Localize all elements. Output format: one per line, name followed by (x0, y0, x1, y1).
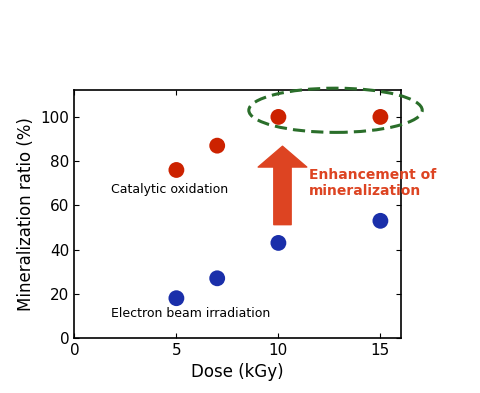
Text: Enhancement of
mineralization: Enhancement of mineralization (309, 168, 436, 198)
Point (213, 143, 221, 149)
Text: Electron beam irradiation: Electron beam irradiation (111, 307, 270, 320)
Point (275, 240, 282, 246)
Point (213, 275, 221, 281)
X-axis label: Dose (kGy): Dose (kGy) (192, 364, 284, 381)
Text: Catalytic oxidation: Catalytic oxidation (111, 184, 228, 196)
Point (173, 295, 180, 301)
Point (376, 114, 384, 120)
Point (275, 114, 282, 120)
Text: Complete mineralization: Complete mineralization (192, 18, 440, 35)
Y-axis label: Mineralization ratio (%): Mineralization ratio (%) (17, 117, 35, 311)
Point (173, 167, 180, 173)
Point (376, 218, 384, 224)
